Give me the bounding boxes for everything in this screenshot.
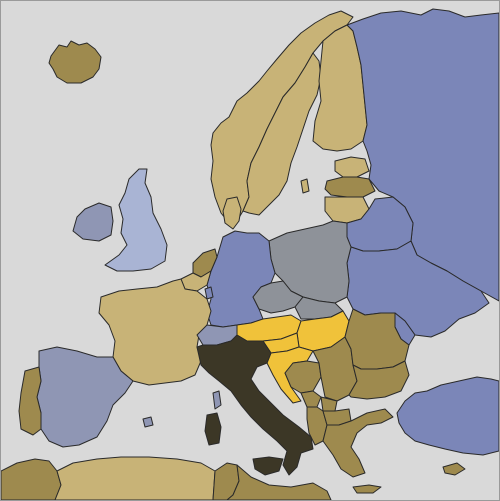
iceland[interactable] bbox=[48, 40, 102, 84]
luxembourg[interactable] bbox=[204, 286, 214, 300]
ireland[interactable] bbox=[72, 202, 114, 242]
corsica[interactable] bbox=[212, 390, 222, 410]
turkey[interactable] bbox=[396, 376, 499, 456]
sweden[interactable] bbox=[242, 52, 322, 216]
cyprus[interactable] bbox=[442, 462, 466, 476]
sardinia[interactable] bbox=[204, 412, 222, 446]
montenegro[interactable] bbox=[300, 390, 322, 408]
latvia[interactable] bbox=[324, 176, 376, 198]
bulgaria[interactable] bbox=[348, 360, 410, 400]
libya[interactable] bbox=[226, 464, 332, 500]
balearic bbox=[142, 416, 154, 428]
united-kingdom[interactable] bbox=[104, 168, 168, 272]
crete bbox=[352, 484, 382, 494]
portugal[interactable] bbox=[18, 366, 42, 436]
estonia[interactable] bbox=[334, 156, 370, 178]
gotland bbox=[300, 178, 310, 194]
denmark[interactable] bbox=[222, 196, 242, 230]
sicily[interactable] bbox=[252, 456, 284, 476]
italy[interactable] bbox=[196, 334, 314, 476]
greece[interactable] bbox=[322, 408, 394, 478]
algeria[interactable] bbox=[54, 456, 216, 500]
